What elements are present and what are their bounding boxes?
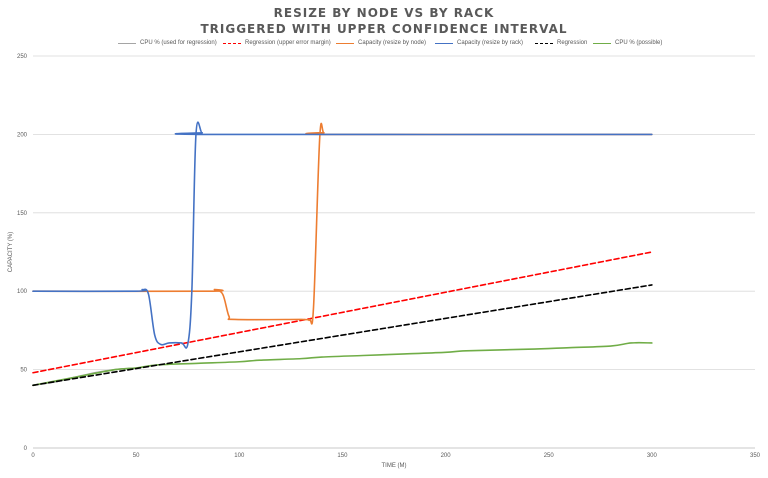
series-line-regression-upper-error-margin <box>32 251 653 374</box>
legend-label: CPU % (possible) <box>615 40 663 46</box>
series-line-cpu-possible <box>32 341 653 387</box>
y-tick-label: 250 <box>17 54 28 60</box>
legend-swatch <box>435 42 453 44</box>
x-tick-label: 100 <box>234 453 245 459</box>
x-tick-label: 50 <box>133 453 140 459</box>
legend-swatch <box>593 42 611 44</box>
legend-swatch <box>223 42 241 44</box>
y-tick-label: 150 <box>17 211 28 217</box>
y-tick-label: 0 <box>24 446 28 452</box>
legend-item: CPU % (possible) <box>593 40 662 46</box>
legend-item: CPU % (used for regression) <box>118 40 217 46</box>
legend-item: Capacity (resize by node) <box>336 40 426 46</box>
legend-label: Capacity (resize by rack) <box>457 40 524 46</box>
series-line-capacity-resize-by-rack <box>32 121 653 349</box>
y-tick-label: 50 <box>20 368 27 374</box>
legend-label: Regression (upper error margin) <box>245 40 331 46</box>
x-tick-label: 300 <box>647 453 658 459</box>
series-line-capacity-resize-by-node <box>32 122 653 325</box>
legend-label: CPU % (used for regression) <box>140 40 217 46</box>
chart-title: RESIZE BY NODE VS BY RACK <box>273 6 495 20</box>
x-tick-label: 200 <box>441 453 452 459</box>
series-line-regression <box>32 284 653 387</box>
x-tick-label: 150 <box>337 453 348 459</box>
chart-subtitle: TRIGGERED WITH UPPER CONFIDENCE INTERVAL <box>200 22 568 36</box>
legend-item: Regression <box>535 40 587 46</box>
legend-swatch <box>535 42 553 44</box>
legend-label: Regression <box>557 40 588 46</box>
legend-item: Capacity (resize by rack) <box>435 40 523 46</box>
y-axis-label: CAPACITY (%) <box>8 232 14 272</box>
y-tick-label: 100 <box>17 289 28 295</box>
y-tick-label: 200 <box>17 132 28 138</box>
legend-swatch <box>118 42 136 44</box>
x-tick-label: 0 <box>31 453 35 459</box>
legend-item: Regression (upper error margin) <box>223 40 331 46</box>
x-axis-label: TIME (M) <box>382 463 407 469</box>
legend-label: Capacity (resize by node) <box>358 40 427 46</box>
x-tick-label: 250 <box>544 453 555 459</box>
legend-swatch <box>336 42 354 44</box>
legend: CPU % (used for regression) Regression (u… <box>0 40 768 52</box>
x-tick-label: 350 <box>750 453 761 459</box>
